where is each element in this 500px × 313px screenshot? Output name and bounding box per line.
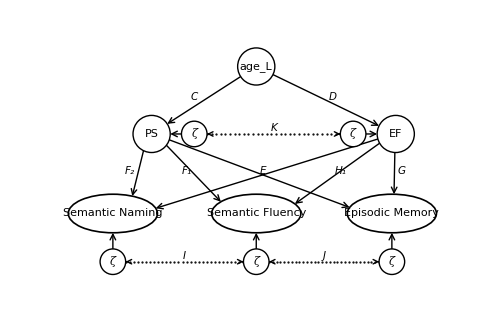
FancyArrowPatch shape: [366, 131, 376, 137]
Ellipse shape: [100, 249, 126, 275]
Text: Semantic Fluency: Semantic Fluency: [206, 208, 306, 218]
Ellipse shape: [377, 115, 414, 152]
FancyArrowPatch shape: [373, 259, 378, 264]
Ellipse shape: [212, 194, 301, 233]
Text: H₁: H₁: [335, 166, 347, 176]
Text: Semantic Naming: Semantic Naming: [63, 208, 162, 218]
Text: ζ: ζ: [254, 256, 259, 267]
FancyArrowPatch shape: [254, 234, 259, 249]
Text: I: I: [183, 251, 186, 261]
FancyArrowPatch shape: [296, 143, 380, 203]
Ellipse shape: [379, 249, 404, 275]
FancyArrowPatch shape: [168, 77, 240, 123]
FancyArrowPatch shape: [238, 259, 242, 264]
Text: C: C: [190, 92, 198, 102]
Ellipse shape: [182, 121, 207, 147]
Text: Episodic Memory: Episodic Memory: [344, 208, 440, 218]
FancyArrowPatch shape: [132, 151, 143, 195]
FancyArrowPatch shape: [166, 145, 220, 201]
Text: G: G: [398, 166, 406, 176]
Text: PS: PS: [144, 129, 158, 139]
Ellipse shape: [244, 249, 269, 275]
Text: E: E: [260, 166, 266, 176]
Text: ζ: ζ: [350, 128, 356, 140]
Text: ζ: ζ: [191, 128, 197, 140]
FancyArrowPatch shape: [389, 234, 394, 249]
FancyArrowPatch shape: [334, 132, 340, 136]
FancyArrowPatch shape: [170, 140, 348, 208]
Text: D: D: [329, 92, 337, 102]
Ellipse shape: [340, 121, 366, 147]
Ellipse shape: [348, 194, 436, 233]
FancyArrowPatch shape: [270, 259, 275, 264]
Text: age_L: age_L: [240, 61, 272, 72]
FancyArrowPatch shape: [126, 259, 132, 264]
Ellipse shape: [133, 115, 170, 152]
FancyArrowPatch shape: [172, 131, 182, 137]
FancyArrowPatch shape: [110, 234, 116, 249]
Text: ζ: ζ: [110, 256, 116, 267]
Text: EF: EF: [389, 129, 402, 139]
Text: F₂: F₂: [124, 166, 134, 176]
Ellipse shape: [238, 48, 275, 85]
FancyArrowPatch shape: [208, 132, 213, 136]
Ellipse shape: [68, 194, 158, 233]
Text: F₁: F₁: [182, 166, 192, 176]
Text: J: J: [322, 251, 326, 261]
FancyArrowPatch shape: [392, 152, 397, 193]
FancyArrowPatch shape: [157, 139, 378, 209]
Text: K: K: [270, 123, 277, 133]
Text: ζ: ζ: [389, 256, 395, 267]
FancyArrowPatch shape: [273, 74, 378, 125]
